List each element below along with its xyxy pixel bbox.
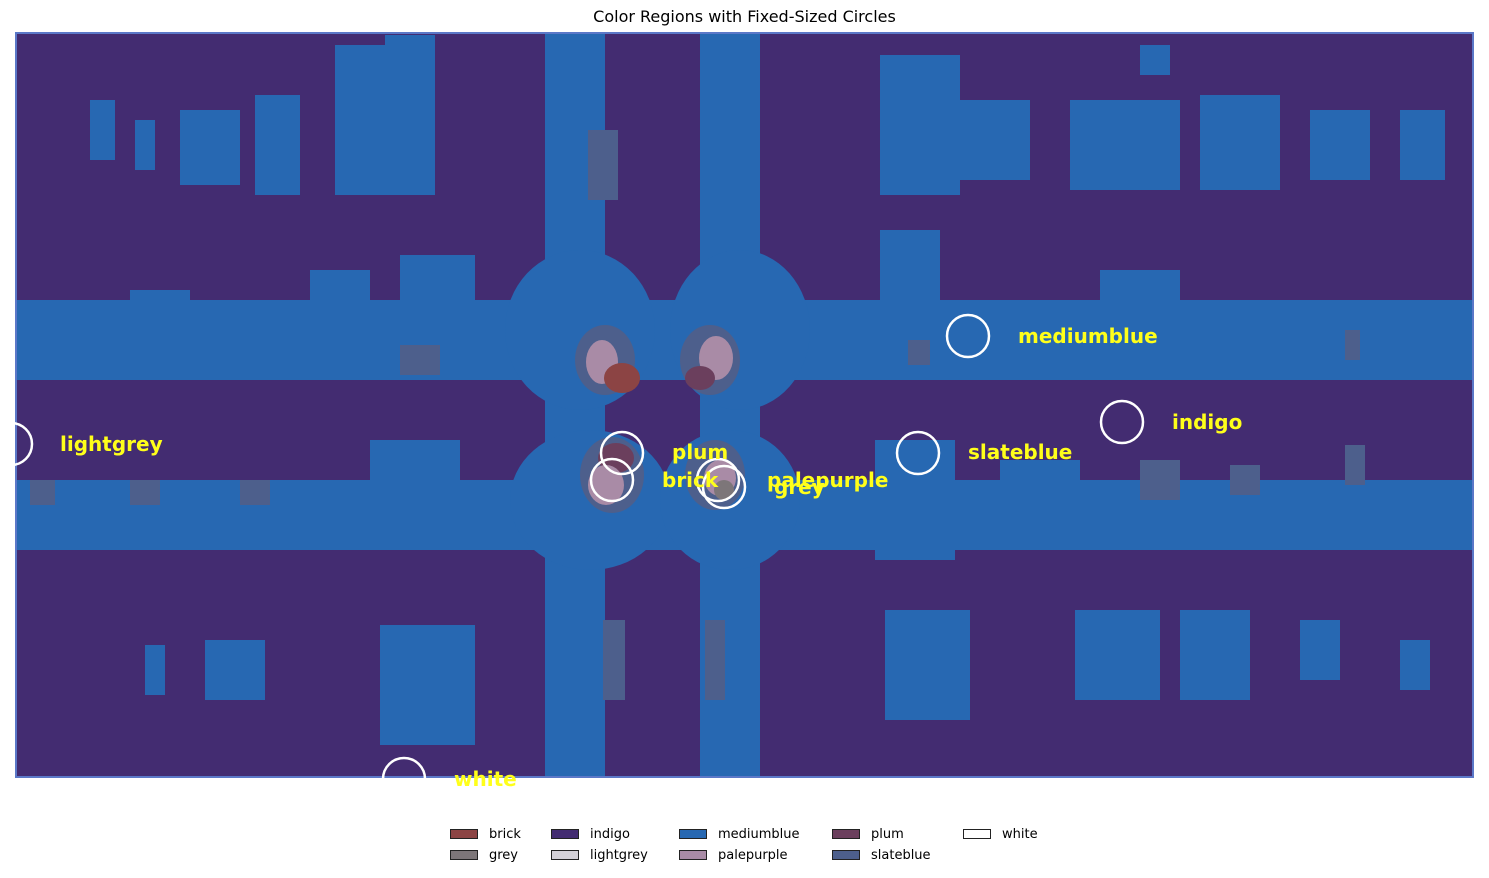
legend-item-white: white (963, 825, 1038, 843)
legend-item-slateblue: slateblue (832, 846, 931, 864)
slateblue-patch (240, 480, 270, 505)
mediumblue-block (1140, 45, 1170, 75)
slateblue-patch (400, 345, 440, 375)
legend-label-grey: grey (489, 847, 519, 863)
mediumblue-block (370, 440, 460, 550)
mediumblue-block (1180, 610, 1250, 700)
legend-swatch-white (963, 829, 991, 839)
legend-label-mediumblue: mediumblue (718, 826, 800, 842)
slateblue-patch (588, 130, 618, 200)
slateblue-patch (1140, 460, 1180, 500)
slateblue-patch (908, 340, 930, 365)
legend-swatch-brick (450, 829, 478, 839)
mediumblue-block (1000, 460, 1080, 540)
legend-label-plum: plum (871, 826, 904, 842)
legend-item-lightgrey: lightgrey (551, 846, 648, 864)
annotation-circle-plum (599, 430, 645, 476)
mediumblue-block (180, 110, 240, 185)
mediumblue-block (145, 645, 165, 695)
annotation-label-plum: plum (672, 440, 728, 464)
legend: brick grey indigo lightgrey mediumblue p… (448, 824, 1068, 868)
legend-item-mediumblue: mediumblue (679, 825, 800, 843)
annotation-labels: mediumblue indigo lightgrey slateblue pl… (60, 324, 1242, 791)
chart-title: Color Regions with Fixed-Sized Circles (593, 7, 896, 26)
mediumblue-block (880, 55, 960, 195)
slateblue-patch (603, 620, 625, 700)
plum-spot (685, 366, 715, 390)
mediumblue-block (1200, 95, 1280, 190)
annotation-label-indigo: indigo (1172, 410, 1242, 434)
annotation-label-lightgrey: lightgrey (60, 432, 163, 456)
legend-label-palepurple: palepurple (718, 847, 788, 863)
mediumblue-block (310, 270, 370, 370)
slateblue-patch (705, 620, 725, 700)
annotation-circle-white (381, 756, 427, 802)
legend-label-white: white (1002, 826, 1038, 842)
annotation-label-white: white (454, 767, 517, 791)
legend-swatch-grey (450, 850, 478, 860)
annotations (0, 313, 1145, 802)
legend-swatch-palepurple (679, 850, 707, 860)
legend-swatch-mediumblue (679, 829, 707, 839)
annotation-label-brick: brick (662, 468, 719, 492)
legend-item-indigo: indigo (551, 825, 630, 843)
annotation-label-slateblue: slateblue (968, 440, 1072, 464)
annotation-circle-mediumblue (945, 313, 991, 359)
mediumblue-block (1400, 640, 1430, 690)
annotation-circle-palepurple (695, 457, 741, 503)
plot-border (15, 32, 1474, 778)
mediumblue-block (960, 100, 1030, 180)
legend-label-brick: brick (489, 826, 521, 842)
grey-spot (714, 480, 734, 500)
legend-item-grey: grey (450, 846, 518, 864)
annotation-circle-grey (701, 464, 747, 510)
legend-swatch-slateblue (832, 850, 860, 860)
brick-spot (604, 363, 640, 393)
annotation-circle-slateblue (895, 430, 941, 476)
mediumblue-block (380, 625, 475, 745)
mediumblue-regions (16, 33, 1473, 777)
mediumblue-block (1300, 620, 1340, 680)
annotation-circle-brick (589, 457, 635, 503)
slateblue-patch (1230, 465, 1260, 495)
mediumblue-block (135, 120, 155, 170)
annotation-label-grey: grey (774, 475, 825, 499)
annotation-label-palepurple: palepurple (767, 468, 888, 492)
legend-item-plum: plum (832, 825, 904, 843)
mediumblue-block (1075, 610, 1160, 700)
mediumblue-block (255, 95, 300, 195)
mediumblue-block (205, 640, 265, 700)
mediumblue-block (885, 610, 970, 720)
legend-item-brick: brick (450, 825, 521, 843)
mediumblue-block (1100, 270, 1180, 360)
mediumblue-block (1310, 110, 1370, 180)
legend-swatch-indigo (551, 829, 579, 839)
annotation-circle-lightgrey (0, 421, 34, 467)
mediumblue-block (875, 440, 955, 560)
annotation-circle-indigo (1099, 399, 1145, 445)
slateblue-patch (1345, 445, 1365, 485)
mediumblue-block (90, 100, 115, 160)
mediumblue-block (385, 35, 435, 65)
mediumblue-block (1070, 100, 1180, 190)
mediumblue-block (130, 290, 190, 370)
legend-swatch-lightgrey (551, 850, 579, 860)
slateblue-patch (30, 480, 55, 505)
legend-swatch-plum (832, 829, 860, 839)
legend-label-slateblue: slateblue (871, 847, 931, 863)
legend-item-palepurple: palepurple (679, 846, 788, 864)
mediumblue-block (1400, 110, 1445, 180)
mediumblue-block (335, 45, 435, 195)
legend-label-lightgrey: lightgrey (590, 847, 648, 863)
slateblue-patch (130, 480, 160, 505)
slateblue-patch (1345, 330, 1360, 360)
legend-label-indigo: indigo (590, 826, 630, 842)
annotation-label-mediumblue: mediumblue (1018, 324, 1158, 348)
